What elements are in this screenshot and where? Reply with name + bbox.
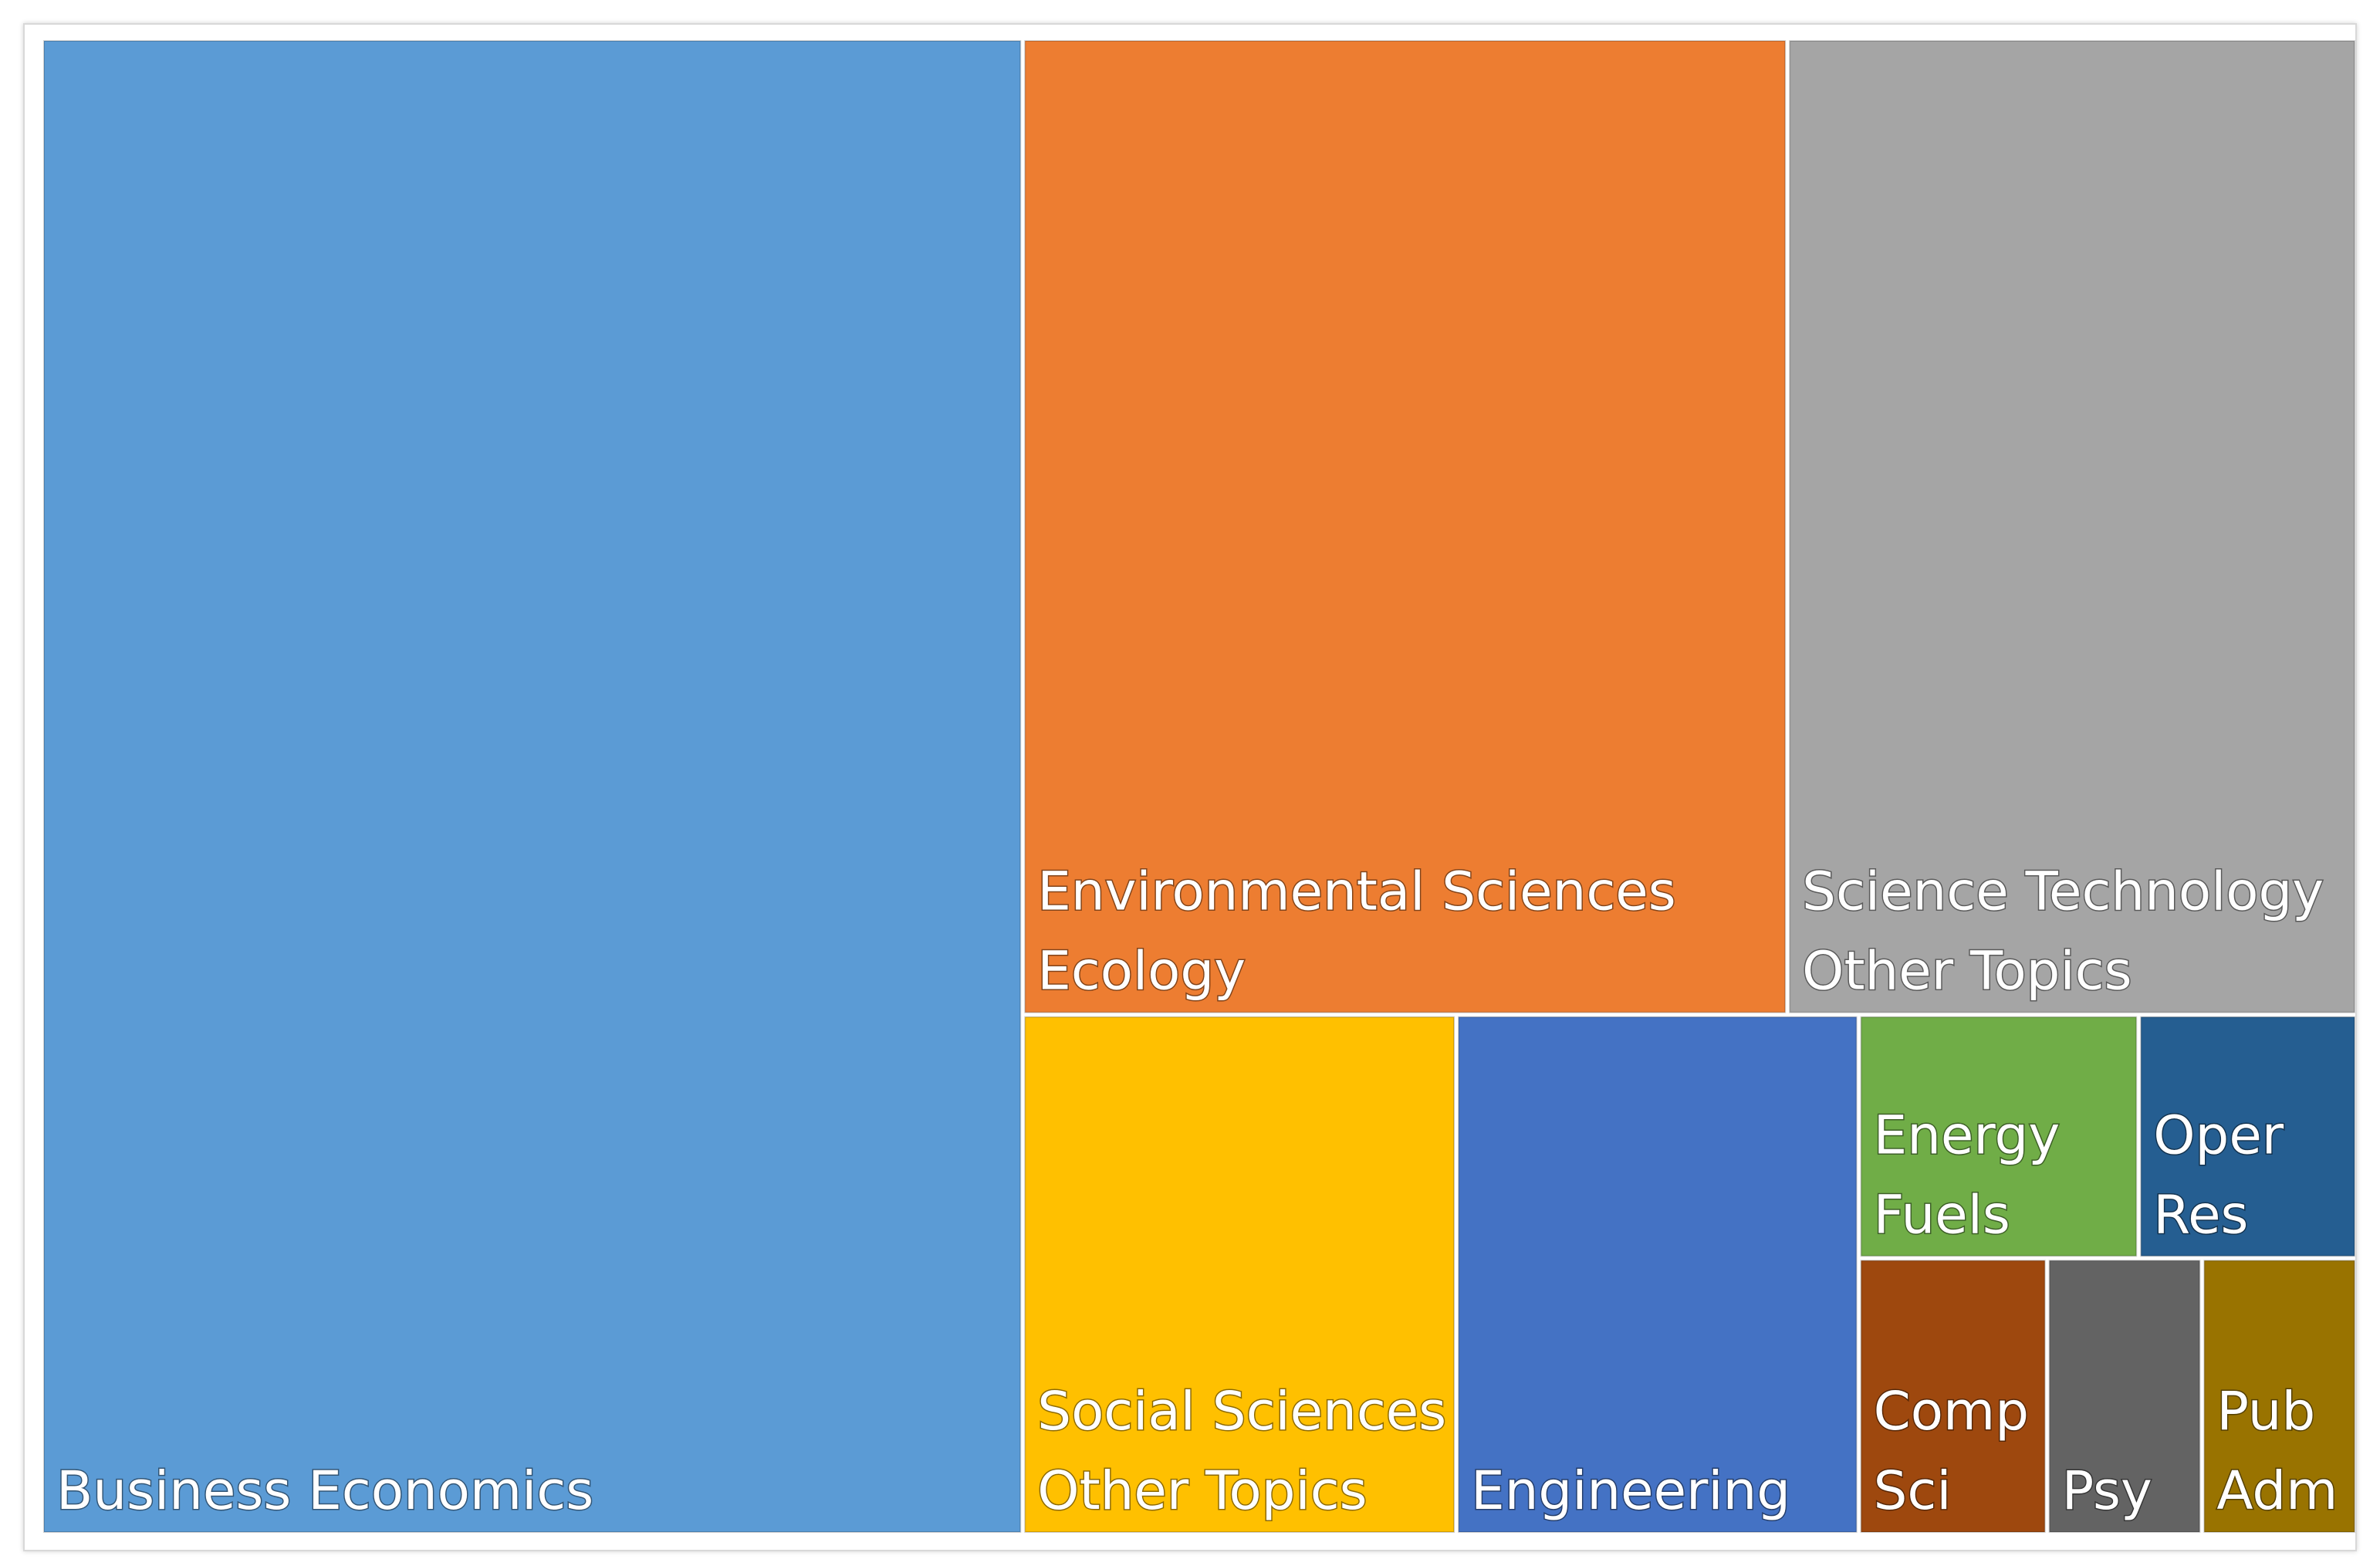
- treemap-label-business-economics: Business Economics: [56, 1460, 593, 1522]
- treemap-label-environmental-sciences-ecology: Environmental Sciences Ecology: [1037, 861, 1675, 1003]
- treemap-label-line: Psy: [2062, 1460, 2152, 1522]
- treemap-label-line: Comp: [1874, 1381, 2029, 1443]
- treemap-rect-energy-fuels: [1860, 1016, 2138, 1257]
- treemap-cell-oper-res: Oper Res: [2140, 1016, 2356, 1257]
- treemap-label-line: Adm: [2216, 1460, 2338, 1522]
- treemap-cell-engineering: Engineering: [1458, 1016, 1858, 1534]
- treemap-label-line: Energy: [1874, 1104, 2061, 1166]
- treemap-label-line: Engineering: [1471, 1460, 1790, 1522]
- treemap-label-line: Fuels: [1874, 1184, 2010, 1246]
- treemap-label-line: Res: [2153, 1184, 2248, 1246]
- treemap-label-line: Pub: [2216, 1381, 2315, 1443]
- treemap-rect-science-technology-other-topics: [1789, 40, 2355, 1013]
- treemap-label-social-sciences-other-topics: Social Sciences Other Topics: [1037, 1381, 1446, 1522]
- treemap-label-engineering: Engineering: [1471, 1460, 1790, 1522]
- treemap-label-line: Business Economics: [56, 1460, 593, 1522]
- treemap-label-pub-adm: Pub Adm: [2216, 1381, 2338, 1522]
- treemap-label-line: Science Technology: [1802, 861, 2324, 923]
- treemap-label-line: Ecology: [1037, 941, 1246, 1003]
- treemap-cell-pub-adm: Pub Adm: [2203, 1260, 2355, 1533]
- treemap-label-comp-sci: Comp Sci: [1874, 1381, 2029, 1522]
- treemap-label-line: Sci: [1874, 1460, 1952, 1522]
- treemap-rect-business-economics: [43, 40, 1022, 1533]
- treemap-label-line: Social Sciences: [1037, 1381, 1446, 1443]
- treemap-label-line: Other Topics: [1037, 1460, 1367, 1522]
- treemap-label-psy: Psy: [2062, 1460, 2152, 1522]
- treemap-rect-social-sciences-other-topics: [1024, 1016, 1455, 1534]
- treemap-cell-environmental-sciences-ecology: Environmental Sciences Ecology: [1024, 40, 1787, 1013]
- treemap-label-line: Environmental Sciences: [1037, 861, 1675, 923]
- treemap-cell-energy-fuels: Energy Fuels: [1860, 1016, 2138, 1257]
- treemap-rect-pub-adm: [2203, 1260, 2355, 1533]
- treemap-cell-business-economics: Business Economics: [43, 40, 1022, 1533]
- treemap-cell-psy: Psy: [2048, 1260, 2201, 1533]
- treemap-cell-science-technology-other-topics: Science Technology Other Topics: [1789, 40, 2355, 1013]
- treemap-rect-oper-res: [2140, 1016, 2356, 1257]
- treemap-cell-comp-sci: Comp Sci: [1860, 1260, 2046, 1533]
- treemap-rect-comp-sci: [1860, 1260, 2046, 1533]
- treemap-rect-engineering: [1458, 1016, 1858, 1534]
- treemap-label-oper-res: Oper Res: [2153, 1104, 2284, 1246]
- treemap-label-line: Other Topics: [1802, 941, 2132, 1003]
- treemap-label-science-technology-other-topics: Science Technology Other Topics: [1802, 861, 2324, 1003]
- treemap-cell-social-sciences-other-topics: Social Sciences Other Topics: [1024, 1016, 1455, 1534]
- treemap-label-line: Oper: [2153, 1104, 2284, 1166]
- treemap-rect-environmental-sciences-ecology: [1024, 40, 1787, 1013]
- treemap-label-energy-fuels: Energy Fuels: [1874, 1104, 2061, 1246]
- treemap-rect-psy: [2048, 1260, 2201, 1533]
